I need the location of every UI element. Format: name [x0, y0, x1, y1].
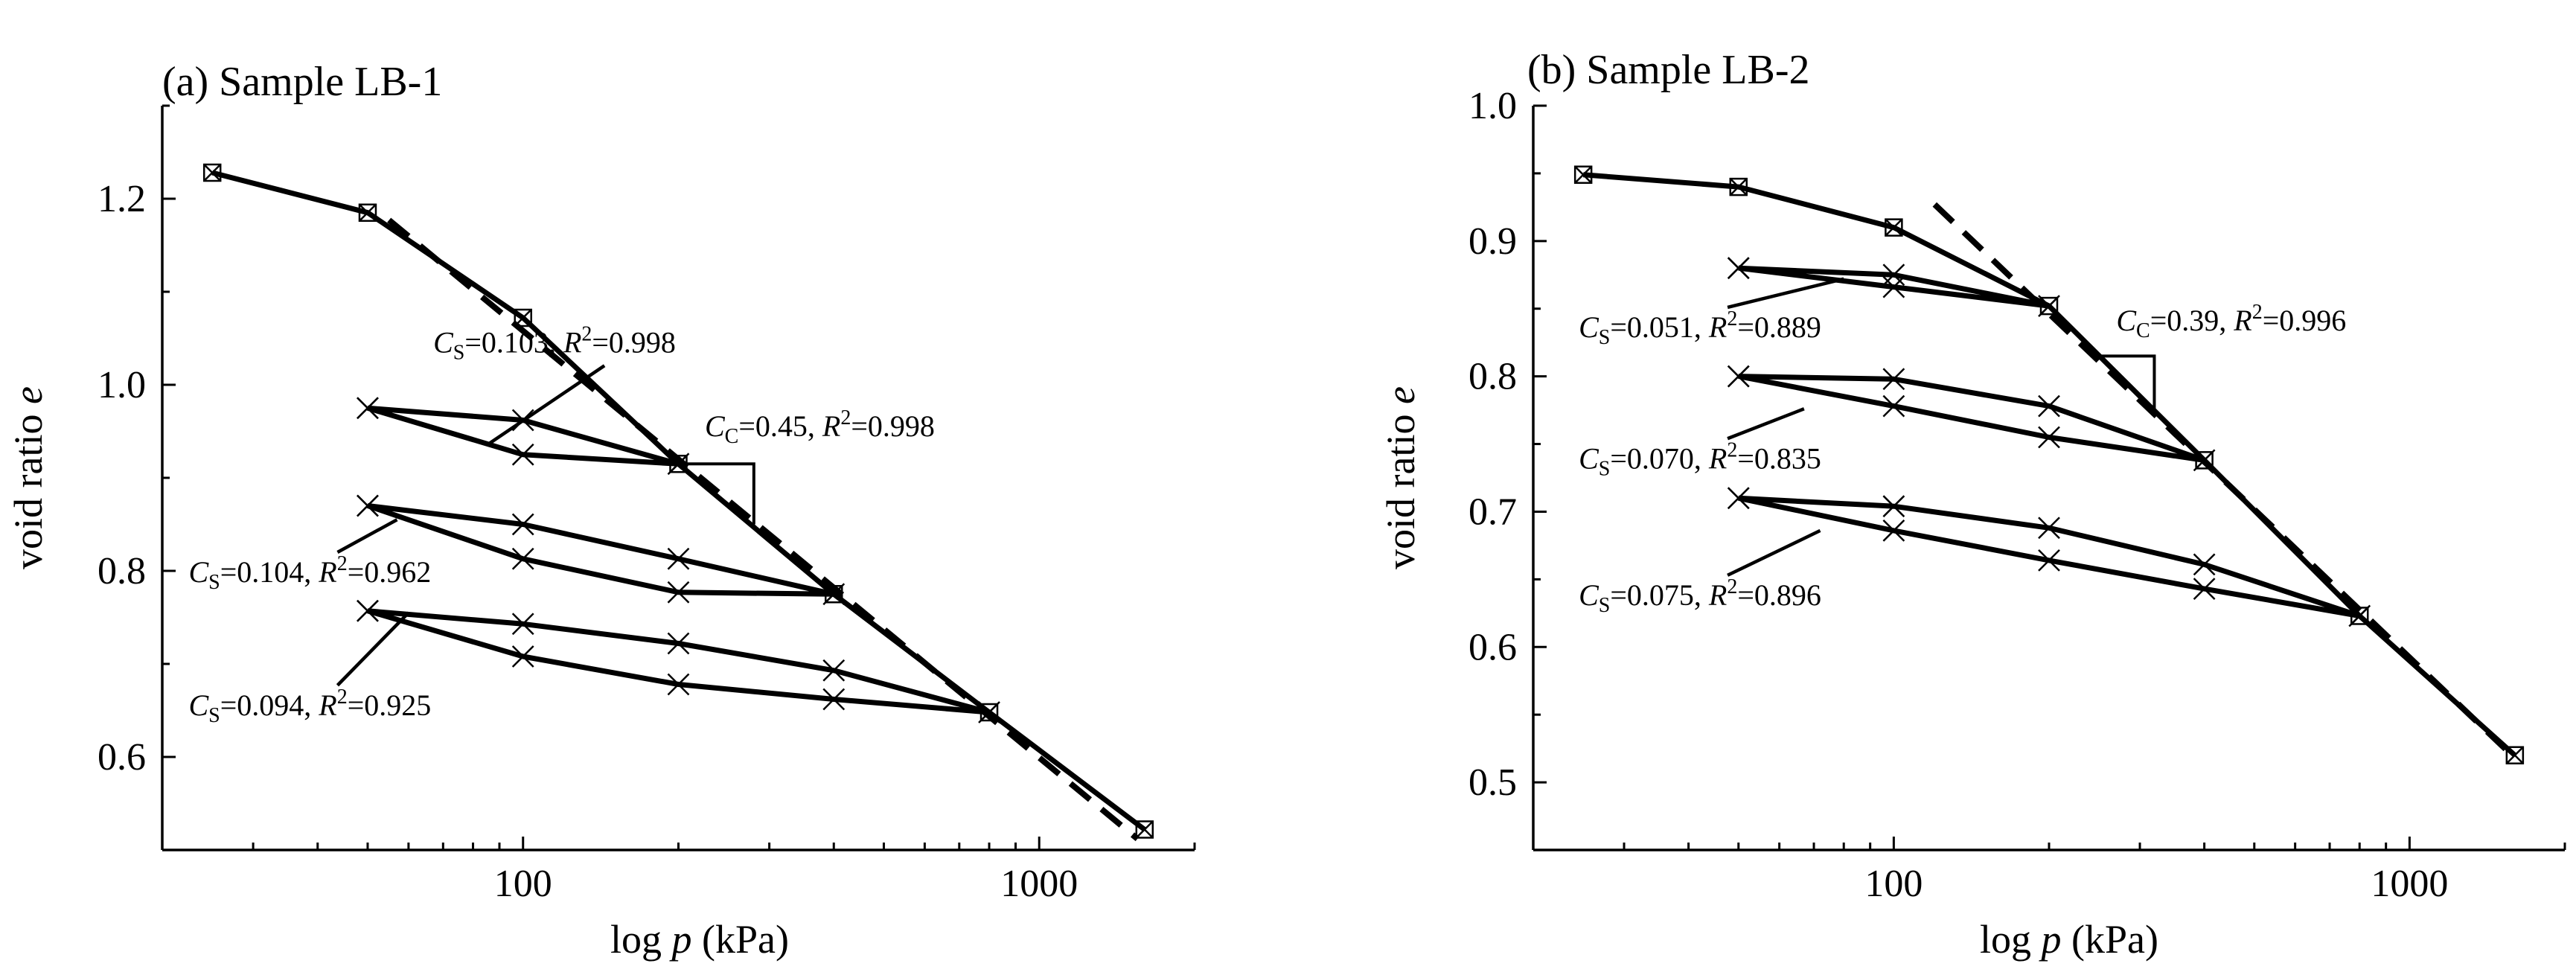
unload-reload-curve — [366, 503, 837, 597]
data-point-x — [357, 494, 379, 517]
data-point-x — [2038, 426, 2060, 449]
unload-reload-curve — [1738, 495, 2362, 619]
y-tick-label: 0.5 — [1468, 761, 1517, 804]
data-point-x — [1727, 365, 1750, 388]
panel-title: (b) Sample LB-2 — [1527, 47, 1809, 93]
data-point-square — [1135, 820, 1154, 839]
data-point-x — [822, 583, 846, 606]
compression-index-fit-line — [387, 217, 1140, 842]
data-point-x — [667, 581, 690, 604]
cs-annotation: CS=0.051, R2=0.889 — [1579, 307, 1821, 349]
cs-annotation: CS=0.094, R2=0.925 — [188, 685, 431, 727]
x-tick-label: 1000 — [2371, 863, 2448, 905]
data-point-x — [2193, 578, 2216, 600]
data-point-square — [1573, 165, 1593, 184]
data-point-x — [822, 688, 846, 711]
data-point-x — [667, 547, 690, 570]
cs-annotation: CS=0.070, R2=0.835 — [1579, 438, 1821, 480]
data-point-cross — [1729, 178, 1748, 196]
annotation-leader-line — [1727, 528, 1821, 577]
annotation-leader-line — [485, 364, 606, 447]
data-point-square — [202, 163, 222, 182]
data-point-x — [511, 513, 534, 536]
annotation-leader-line — [336, 518, 398, 554]
y-tick-label: 0.6 — [98, 736, 146, 779]
data-point-square — [1729, 177, 1748, 196]
data-point-cross — [1135, 820, 1154, 839]
panel-b-chart: 0.5 0.6 0.7 0.8 0.9 1.0 100 1000 (b) Sample LB-2… — [1378, 47, 2566, 962]
data-point-x — [2038, 295, 2060, 317]
data-point-cross — [359, 203, 377, 222]
data-point-x — [667, 632, 690, 655]
data-point-x — [1882, 275, 1905, 298]
unload-reload-curve — [367, 608, 992, 715]
cs-annotation: CS=0.104, R2=0.962 — [188, 552, 431, 594]
y-tick-label: 0.7 — [1468, 490, 1517, 533]
y-tick-label: 0.8 — [1468, 356, 1517, 398]
data-point-x — [1727, 257, 1750, 280]
data-point-x — [1882, 263, 1905, 287]
data-point-x — [667, 673, 690, 696]
annotation-leader-line — [1727, 407, 1805, 441]
panel-a-chart: 0.6 0.8 1.0 1.2 100 1000 (a) Sample LB-1 log p … — [6, 59, 1196, 962]
data-point-x — [511, 613, 534, 636]
data-point-square — [2505, 746, 2525, 764]
data-point-x — [511, 443, 534, 466]
y-axis-title: void ratio e — [1378, 386, 1423, 569]
x-tick-label: 100 — [494, 863, 552, 905]
y-tick-label: 1.2 — [98, 178, 146, 220]
x-tick-label: 100 — [1864, 863, 1923, 905]
data-point-x — [511, 645, 534, 668]
cc-annotation: CC=0.45, R2=0.998 — [705, 406, 935, 448]
data-point-square — [1885, 218, 1903, 237]
slope-triangle — [678, 462, 755, 525]
y-axis-title: void ratio e — [6, 386, 51, 569]
y-tick-label: 1.0 — [1468, 85, 1517, 127]
cc-annotation: CC=0.39, R2=0.996 — [2116, 301, 2346, 342]
annotation-leader-line — [336, 611, 410, 687]
y-tick-label: 0.8 — [98, 550, 146, 592]
annotation-leader-line — [1727, 277, 1844, 310]
cs-annotation: CS=0.075, R2=0.896 — [1579, 575, 1821, 617]
x-axis-title: log p (kPa) — [610, 917, 789, 962]
y-tick-label: 0.9 — [1468, 220, 1517, 263]
data-point-x — [2038, 394, 2060, 418]
data-point-cross — [203, 164, 222, 182]
data-point-cross — [2505, 746, 2524, 764]
data-point-x — [822, 659, 846, 682]
data-point-x — [2193, 553, 2216, 576]
x-axis-title: log p (kPa) — [1980, 917, 2158, 962]
data-point-x — [1882, 368, 1905, 391]
loading-curve — [211, 170, 1146, 832]
data-point-x — [2348, 604, 2371, 627]
panel-title: (a) Sample LB-1 — [162, 59, 442, 105]
data-point-x — [511, 547, 534, 570]
data-point-cross — [1574, 165, 1593, 184]
data-point-x — [357, 397, 379, 420]
data-point-x — [357, 599, 379, 622]
slope-triangle — [2094, 354, 2156, 412]
data-point-cross — [1885, 218, 1903, 237]
data-point-square — [514, 308, 532, 327]
data-point-x — [1727, 487, 1750, 510]
x-tick-label: 1000 — [1000, 863, 1078, 905]
data-point-x — [2038, 517, 2060, 540]
data-point-x — [1882, 495, 1905, 518]
y-tick-label: 0.6 — [1468, 626, 1517, 668]
y-tick-label: 1.0 — [98, 364, 146, 406]
compression-index-fit-line — [1932, 202, 2511, 755]
cs-annotation: CS=0.103, R2=0.998 — [433, 322, 676, 364]
data-point-square — [358, 203, 377, 222]
data-point-x — [1882, 394, 1905, 418]
data-point-x — [1882, 520, 1905, 542]
data-point-x — [2038, 549, 2060, 572]
